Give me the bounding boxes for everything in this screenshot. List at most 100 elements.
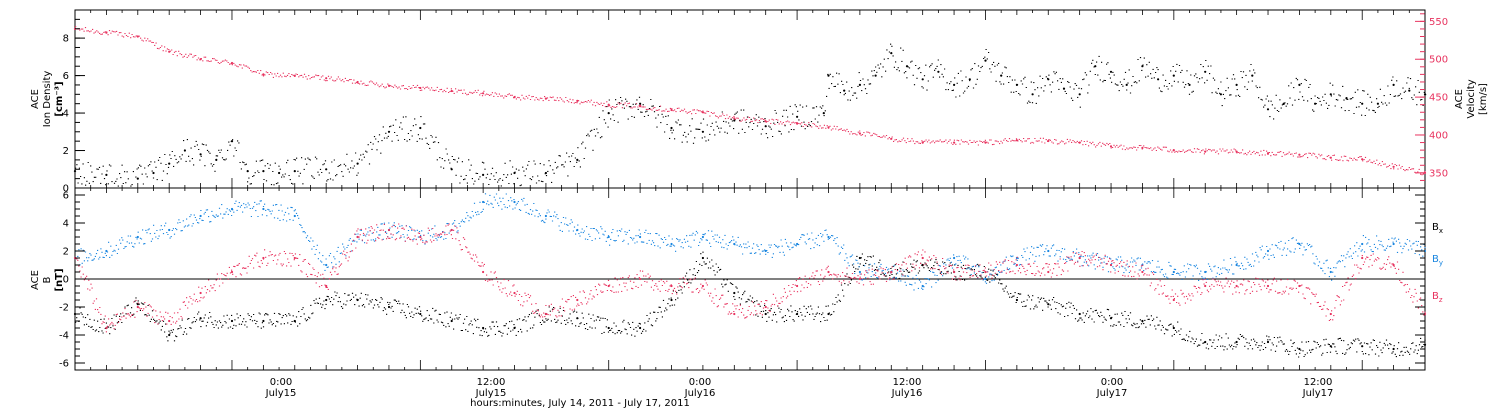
velocity-series [73,26,1427,176]
bz-point [1235,284,1238,288]
bottom-ylabel-line1: ACE [30,270,41,290]
top-right-ytick-label: 450 [1429,93,1448,104]
bx-point [1266,340,1270,344]
bx-point [450,319,453,323]
bz-point [984,270,987,274]
bottom-ylabel-line3: [nT] [54,268,65,291]
ion-density-point [105,173,108,176]
velocity-point [576,99,579,102]
bz-point [105,326,108,330]
bz-point [325,284,328,288]
legend-by: By [1432,254,1443,267]
bx-point [262,319,265,323]
bz-point [1266,284,1270,288]
legend-bz-main: B [1432,291,1439,302]
x-tick-top-5: 12:00 [1304,377,1333,388]
by-point [325,263,328,267]
ion-density-point [1266,108,1270,111]
bz-point [482,270,485,274]
bz-point [1141,270,1144,274]
velocity-point [1361,158,1364,161]
ion-density-point [576,158,579,161]
x-tick-top-0: 0:00 [270,377,292,388]
bz-point [293,256,296,260]
ion-density-point [152,171,155,175]
top-ytick-label: 8 [63,34,69,45]
by-trace [75,193,1426,291]
bx-point [387,305,391,309]
ion-density-point [1392,83,1395,86]
ion-density-point [482,173,485,176]
bx-point [858,256,862,260]
ion-density-point [607,112,610,115]
ion-density-point [1235,83,1238,86]
by-point [639,235,642,239]
x-tick-bottom-1: July15 [475,388,507,399]
velocity-point [1109,145,1113,148]
top-left-ylabel-line2: Ion Density [42,71,53,128]
legend-by-main: B [1432,254,1439,265]
ion-density-point [215,158,218,161]
ion-density-point [356,162,359,165]
ion-density-point [136,177,139,180]
ion-density-point [764,125,767,128]
velocity-point [1204,150,1207,153]
ion-density-point [1172,74,1175,77]
top-right-ylabel-line2: Velocity [1466,79,1477,118]
bottom-ytick-label: -2 [59,303,69,314]
top-ytick-label: 0 [63,184,69,195]
bx-point [1235,340,1238,344]
ion-density-point [1251,74,1254,77]
ion-density-point [1361,102,1364,105]
x-tick-bottom-2: July16 [684,388,716,399]
x-tick-bottom-5: July17 [1302,388,1334,399]
legend-bz: Bz [1432,291,1443,304]
by-point [701,235,705,239]
ion-density-point [796,115,799,118]
bz-point [1015,263,1019,267]
ion-density-point [905,65,909,68]
bx-point [419,312,422,316]
bx-point [199,317,202,320]
bz-point [1392,263,1395,267]
bz-point [1078,256,1081,260]
top-right-ylabel-line1: ACE [1454,89,1465,109]
by-point [1361,242,1364,246]
ion-density-point [1078,93,1081,96]
bz-trace [75,223,1426,333]
velocity-point [325,77,328,80]
x-tick-labels: 0:00 July15 12:00 July15 0:00 July16 12:… [265,377,1334,399]
by-point [1235,263,1238,267]
ion-density-point [73,170,77,173]
ion-density-point [921,78,924,81]
by-point [293,214,296,218]
ion-density-point [199,153,202,156]
ion-density-point [1219,93,1222,96]
bx-point [1015,298,1019,302]
bottom-ylabel-line2: B [42,276,53,283]
velocity-point [1298,153,1301,156]
bx-point [607,326,610,330]
by-point [1172,270,1175,274]
by-point [136,235,139,239]
bz-point [450,228,453,232]
bz-point [827,270,830,274]
axes: 0 2 4 6 8 350 400 450 500 550 -6 -4 -2 0 2 4 6 [59,10,1448,370]
top-ytick-label: 6 [63,71,69,82]
by-point [482,200,485,204]
ion-density-point [1376,102,1379,105]
ion-density-trace [75,43,1427,187]
ion-density-point [953,83,956,86]
velocity-point [858,132,862,135]
bz-point [230,270,234,274]
top-left-ylabel-line1: ACE [30,89,41,109]
bz-point [1047,270,1050,274]
ion-density-point [701,130,705,133]
by-point [827,235,830,239]
x-tick-bottom-4: July17 [1096,388,1128,399]
ion-density-point [827,74,830,77]
ion-density-point [1329,93,1332,96]
x-tick-top-2: 0:00 [689,377,711,388]
